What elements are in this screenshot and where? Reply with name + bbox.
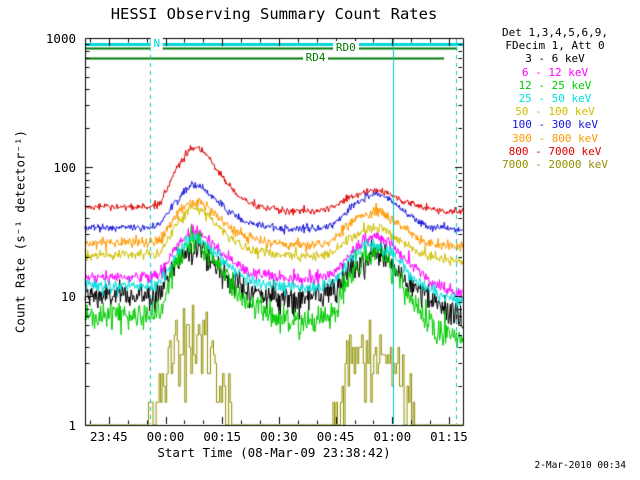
x-tick-label: 23:45	[89, 429, 128, 444]
legend-entry: 3 - 6 keV	[525, 52, 585, 66]
x-tick-label: 00:00	[146, 429, 185, 444]
x-tick-label: 01:00	[373, 429, 412, 444]
flag-label-rd0: RD0	[332, 41, 359, 55]
x-tick-label: 00:15	[203, 429, 242, 444]
y-tick-label: 1	[68, 418, 76, 433]
legend-entry: 25 - 50 keV	[518, 92, 592, 106]
y-tick-label: 1000	[45, 31, 76, 46]
legend-entry: 7000 - 20000 keV	[502, 158, 608, 172]
legend-entry: 800 - 7000 keV	[508, 144, 602, 158]
legend-entry: 100 - 300 keV	[511, 118, 599, 132]
x-tick-label: 00:45	[316, 429, 355, 444]
chart-title: HESSI Observing Summary Count Rates	[110, 5, 438, 23]
legend-header: FDecim 1, Att 0	[505, 39, 605, 53]
legend-entry: 50 - 100 keV	[515, 105, 595, 119]
legend-header: Det 1,3,4,5,6,9,	[502, 26, 608, 39]
flag-label-rd4: RD4	[302, 50, 329, 64]
x-tick-label: 01:15	[430, 429, 468, 444]
y-axis-label: Count Rate (s⁻¹ detector⁻¹)	[12, 129, 28, 334]
y-tick-label: 100	[53, 160, 76, 175]
legend-entry: 300 - 800 keV	[511, 131, 599, 145]
legend-entry: 6 - 12 keV	[521, 65, 589, 79]
x-tick-label: 00:30	[260, 429, 298, 444]
y-tick-label: 10	[60, 289, 76, 304]
render-timestamp: 2-Mar-2010 00:34	[534, 460, 626, 471]
x-axis-label: Start Time (08-Mar-09 23:38:42)	[157, 445, 391, 460]
legend-entry: 12 - 25 keV	[518, 78, 592, 92]
flag-label-n: N	[150, 36, 164, 50]
